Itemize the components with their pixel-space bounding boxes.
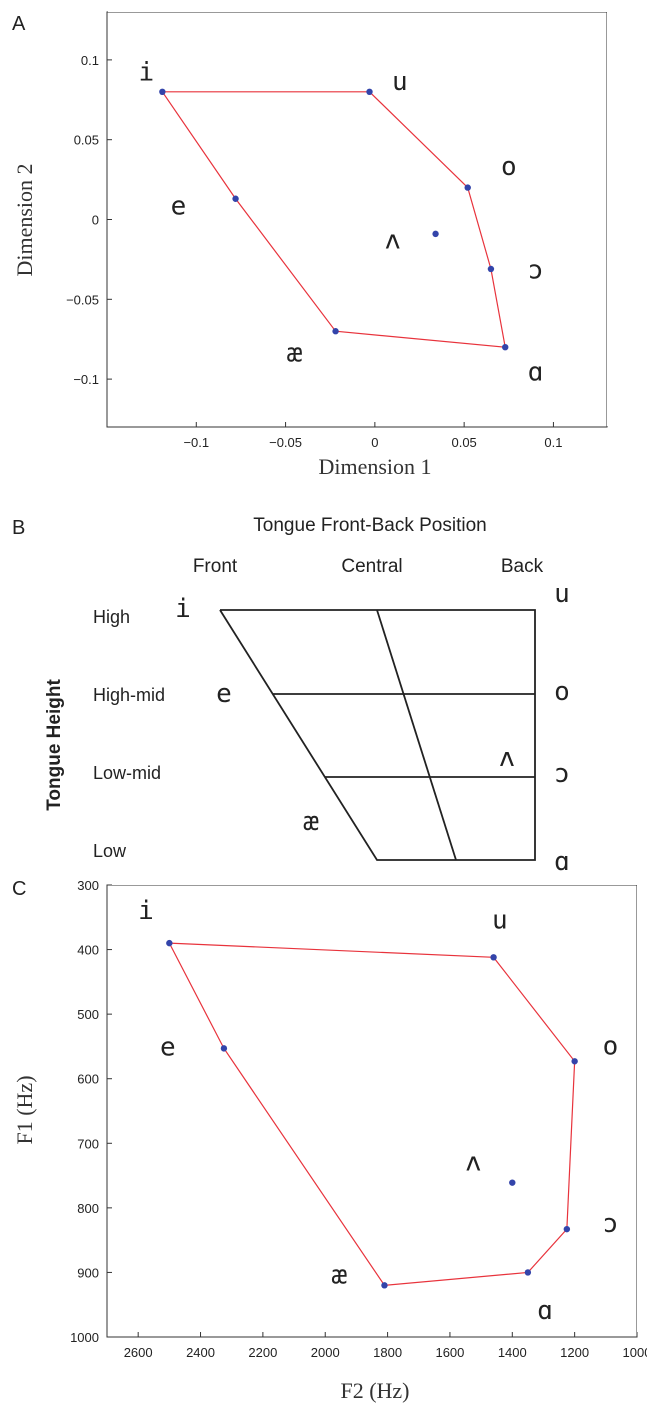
panel-c-vowel-label: o [603, 1031, 619, 1061]
panel-a-x-tick-label: 0.05 [451, 435, 476, 450]
central-divider-line [376, 609, 457, 861]
panel-c-x-tick-label: 1600 [435, 1345, 464, 1360]
panel-a-y-tick-label: −0.1 [73, 372, 99, 387]
panel-a-y-tick-label: 0 [92, 213, 99, 228]
panel-c-vowel-label: ɑ [537, 1296, 553, 1326]
panel-a-x-tick-label: 0 [371, 435, 378, 450]
panel-c-chart: 2600 2400 2200 2000 1800 1600 1400 1200 1000 300 4… [12, 878, 647, 1403]
panel-c-vowel-label: ɔ [603, 1209, 619, 1239]
panel-a-top-mask [108, 11, 610, 12]
panel-c-y-tick-label: 800 [77, 1201, 99, 1216]
panel-c-x-tick-label: 2200 [248, 1345, 277, 1360]
panel-a-x-axis-label: Dimension 1 [318, 454, 431, 479]
panel-a-point-u [366, 88, 373, 96]
panel-a-chart: −0.1 −0.05 0 0.05 0.1 0.1 0.05 0 −0.05 −0.1 i u o e ʌ ɔ… [12, 11, 610, 479]
panel-b-title: Tongue Front-Back Position [253, 515, 486, 536]
panel-b-vowel-diagram: Tongue Front-Back Position Front Central… [44, 515, 570, 877]
panel-c-vowel-label: e [160, 1033, 176, 1063]
vowel-b-ae: æ [303, 807, 319, 837]
panel-a-y-tick-label: −0.05 [66, 292, 99, 307]
panel-a-x-tick-label: 0.1 [544, 435, 562, 450]
panel-a-vowel-label: ɔ [528, 256, 544, 286]
panel-c-x-tick-label: 2000 [311, 1345, 340, 1360]
panel-a-vowel-label: ɑ [528, 358, 544, 388]
panel-c-y-tick-label: 500 [77, 1007, 99, 1022]
panel-a-point-e [232, 195, 239, 202]
panel-c-y-tick-label: 600 [77, 1072, 99, 1087]
panel-c-x-tick-label: 1800 [373, 1345, 402, 1360]
panel-a-point-i [159, 88, 166, 96]
row-label-high-mid: High-mid [93, 685, 165, 705]
panel-c-y-tick-label: 1000 [70, 1330, 99, 1345]
vowel-b-e: e [216, 679, 232, 709]
panel-a-point-ʌ [432, 230, 439, 238]
panel-a-x-tick-label: −0.1 [183, 435, 209, 450]
panel-label-c: C [12, 878, 26, 900]
panel-c-y-tick-label: 900 [77, 1265, 99, 1280]
panel-c-point-æ [381, 1282, 388, 1289]
panel-a-vowel-label: æ [287, 339, 303, 369]
panel-c-top-mask [108, 884, 640, 885]
row-label-low: Low [93, 841, 127, 861]
panel-c-x-tick-label: 2400 [186, 1345, 215, 1360]
panel-a-point-ɑ [502, 343, 509, 351]
panel-a-right-mask [607, 11, 609, 426]
panel-a-vowel-label: ʌ [385, 225, 401, 255]
panel-c-point-ʌ [509, 1179, 516, 1186]
vowel-b-o: o [554, 677, 570, 707]
panel-a-point-o [464, 184, 471, 191]
panel-a-y-tick-label: 0.1 [81, 53, 99, 68]
panel-c-vowel-label: u [492, 906, 508, 936]
panel-label-b: B [12, 517, 25, 539]
panel-a-point-æ [332, 328, 339, 335]
panel-a-point-ɔ [487, 265, 495, 273]
column-label-back: Back [501, 556, 544, 577]
panel-c-y-tick-label: 300 [77, 878, 99, 893]
panel-c-point-ɔ [563, 1225, 571, 1233]
panel-c-vowel-hull-line [168, 942, 576, 1286]
side-label-tongue-height: Tongue Height [44, 679, 65, 811]
panel-c-x-tick-label: 2600 [124, 1345, 153, 1360]
vowel-b-i: i [175, 594, 191, 624]
panel-c-x-axis-label: F2 (Hz) [340, 1378, 409, 1403]
panel-a-vowel-hull-line [161, 91, 506, 348]
vowel-b-open-o: ɔ [554, 759, 570, 789]
column-label-central: Central [341, 556, 402, 577]
panel-a-vowel-label: e [171, 192, 187, 222]
panel-c-x-tick-label: 1400 [498, 1345, 527, 1360]
panel-c-right-mask [637, 884, 639, 1336]
panel-c-y-axis-label: F1 (Hz) [12, 1075, 37, 1144]
panel-c-y-tick-label: 700 [77, 1136, 99, 1151]
panel-a-vowel-label: u [392, 67, 408, 97]
panel-c-x-tick-label: 1000 [623, 1345, 647, 1360]
panel-c-point-e [220, 1045, 228, 1052]
panel-c-point-i [166, 939, 173, 947]
vowel-b-alpha: ɑ [554, 847, 570, 877]
row-label-high: High [93, 607, 130, 627]
panel-c-vowel-label: i [138, 896, 154, 926]
panel-c-point-o [571, 1058, 578, 1065]
panel-a-y-axis-label: Dimension 2 [12, 163, 37, 276]
panel-c-vowel-label: ʌ [465, 1148, 481, 1178]
panel-c-point-ɑ [524, 1269, 532, 1276]
vowel-b-wedge: ʌ [499, 743, 515, 773]
row-label-low-mid: Low-mid [93, 763, 161, 783]
panel-c-x-tick-label: 1200 [560, 1345, 589, 1360]
panel-c-y-tick-label: 400 [77, 943, 99, 958]
panel-a-x-tick-label: −0.05 [269, 435, 302, 450]
vowel-trapezoid-outline [219, 609, 536, 861]
panel-label-a: A [12, 13, 26, 35]
panel-a-y-tick-label: 0.05 [74, 133, 99, 148]
panel-a-vowel-label: i [138, 58, 154, 88]
vowel-b-u: u [554, 579, 570, 609]
column-label-front: Front [193, 556, 238, 577]
panel-a-vowel-label: o [501, 152, 517, 182]
panel-c-plot-frame [106, 884, 638, 1338]
panel-c-vowel-label: æ [331, 1261, 347, 1291]
panel-c-point-u [490, 954, 497, 961]
